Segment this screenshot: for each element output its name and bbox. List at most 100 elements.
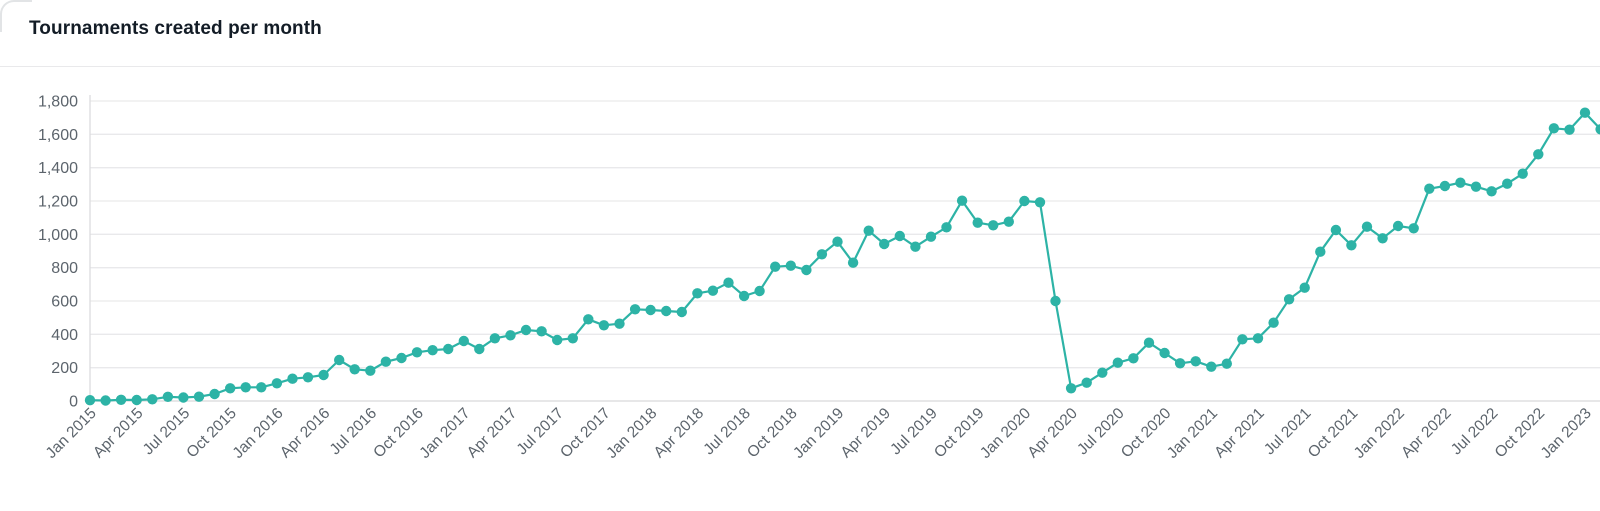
data-point[interactable] <box>1003 216 1014 227</box>
data-point[interactable] <box>1112 357 1124 368</box>
data-point[interactable] <box>1268 317 1279 328</box>
data-point[interactable] <box>1019 195 1030 207</box>
data-point[interactable] <box>84 395 96 406</box>
data-point[interactable] <box>1470 181 1482 192</box>
data-point[interactable] <box>1174 358 1186 369</box>
data-point[interactable] <box>209 388 220 400</box>
data-point[interactable] <box>489 333 501 344</box>
data-point[interactable] <box>271 378 283 389</box>
data-point[interactable] <box>925 231 937 242</box>
data-point[interactable] <box>1143 337 1155 348</box>
data-point[interactable] <box>396 352 407 364</box>
data-point[interactable] <box>115 394 127 405</box>
data-point[interactable] <box>552 334 563 346</box>
data-point[interactable] <box>614 318 625 329</box>
data-point[interactable] <box>411 347 423 358</box>
data-point[interactable] <box>676 306 687 318</box>
data-point[interactable] <box>334 354 345 366</box>
data-point[interactable] <box>178 392 189 403</box>
data-point[interactable] <box>193 391 205 402</box>
data-point[interactable] <box>1439 180 1451 192</box>
data-point[interactable] <box>972 217 983 228</box>
data-point[interactable] <box>1533 149 1544 160</box>
data-point[interactable] <box>754 285 765 297</box>
data-point[interactable] <box>583 314 594 325</box>
data-point[interactable] <box>1392 220 1404 232</box>
data-point[interactable] <box>1346 240 1357 251</box>
data-point[interactable] <box>1159 347 1170 359</box>
data-point[interactable] <box>1252 333 1264 344</box>
data-point[interactable] <box>1330 224 1342 236</box>
data-point[interactable] <box>536 326 547 337</box>
data-point[interactable] <box>988 220 999 231</box>
data-point[interactable] <box>1050 295 1061 307</box>
data-point[interactable] <box>1455 177 1466 188</box>
data-point[interactable] <box>1237 334 1248 345</box>
data-point[interactable] <box>349 364 360 375</box>
data-point[interactable] <box>941 222 952 233</box>
data-point[interactable] <box>785 260 796 271</box>
data-point[interactable] <box>1299 282 1310 293</box>
data-point[interactable] <box>1579 107 1591 118</box>
data-point[interactable] <box>458 335 469 347</box>
data-point[interactable] <box>816 249 828 260</box>
data-point[interactable] <box>474 343 485 355</box>
data-point[interactable] <box>1221 358 1233 369</box>
data-point[interactable] <box>723 277 734 288</box>
data-point[interactable] <box>256 382 267 393</box>
data-point[interactable] <box>147 394 158 405</box>
data-point[interactable] <box>1206 361 1217 372</box>
data-point[interactable] <box>1564 124 1575 135</box>
data-point[interactable] <box>1408 223 1419 234</box>
data-point[interactable] <box>1517 168 1528 179</box>
data-point[interactable] <box>894 230 905 242</box>
data-point[interactable] <box>832 236 843 247</box>
data-point[interactable] <box>302 372 314 383</box>
data-point[interactable] <box>707 285 719 296</box>
data-point[interactable] <box>801 264 812 276</box>
data-point[interactable] <box>847 257 859 268</box>
data-point[interactable] <box>162 391 174 402</box>
data-point[interactable] <box>380 356 392 367</box>
data-point[interactable] <box>1595 124 1600 135</box>
data-point[interactable] <box>1097 367 1108 378</box>
data-point[interactable] <box>956 195 968 206</box>
data-point[interactable] <box>225 383 236 394</box>
data-point[interactable] <box>1361 221 1373 232</box>
data-point[interactable] <box>1502 178 1513 189</box>
data-point[interactable] <box>100 395 111 406</box>
data-point[interactable] <box>863 225 874 236</box>
data-point[interactable] <box>567 333 578 344</box>
data-point[interactable] <box>427 345 438 356</box>
data-point[interactable] <box>910 241 921 252</box>
data-point[interactable] <box>240 382 251 393</box>
data-point[interactable] <box>598 320 610 331</box>
data-point[interactable] <box>1065 383 1077 394</box>
data-point[interactable] <box>879 238 890 250</box>
data-point[interactable] <box>645 304 656 316</box>
data-point[interactable] <box>738 290 750 302</box>
data-point[interactable] <box>131 394 142 406</box>
data-point[interactable] <box>318 369 329 381</box>
data-point[interactable] <box>520 324 532 336</box>
data-point[interactable] <box>287 373 298 384</box>
data-point[interactable] <box>1283 294 1295 305</box>
data-point[interactable] <box>1190 356 1201 367</box>
data-point[interactable] <box>1081 377 1092 388</box>
data-point[interactable] <box>365 365 376 376</box>
data-point[interactable] <box>1034 197 1046 208</box>
data-point[interactable] <box>770 261 781 272</box>
data-point[interactable] <box>1128 353 1139 364</box>
data-point[interactable] <box>1377 233 1388 244</box>
data-point[interactable] <box>1548 123 1560 134</box>
data-point[interactable] <box>692 288 703 299</box>
data-point[interactable] <box>505 330 516 341</box>
data-point[interactable] <box>1486 186 1497 197</box>
data-point[interactable] <box>443 343 454 355</box>
data-point[interactable] <box>1424 183 1435 194</box>
data-point[interactable] <box>661 305 672 317</box>
data-point[interactable] <box>629 304 641 315</box>
data-point[interactable] <box>1315 246 1326 257</box>
